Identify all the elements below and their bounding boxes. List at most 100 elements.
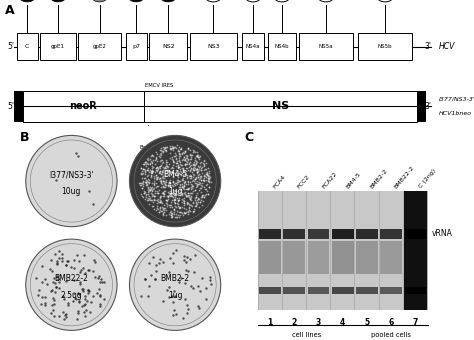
Point	[150, 181, 157, 186]
Point	[198, 192, 206, 198]
Point	[157, 199, 165, 204]
Point	[182, 165, 190, 171]
Point	[196, 160, 203, 165]
Bar	[380, 287, 402, 294]
Point	[176, 192, 184, 198]
Point	[169, 148, 176, 153]
Point	[169, 192, 176, 197]
Point	[154, 165, 162, 170]
Point	[178, 184, 185, 190]
Point	[178, 210, 186, 216]
Point	[160, 181, 168, 186]
Text: 3': 3'	[424, 42, 431, 51]
Point	[145, 187, 152, 192]
Point	[165, 212, 173, 217]
Point	[149, 160, 156, 166]
Point	[172, 168, 180, 173]
Point	[197, 190, 204, 195]
Point	[96, 279, 104, 285]
Point	[167, 209, 175, 214]
Bar	[405, 287, 426, 294]
Point	[186, 152, 193, 158]
Point	[188, 182, 196, 188]
Point	[195, 205, 203, 210]
Point	[143, 181, 150, 187]
Point	[203, 188, 210, 193]
Point	[182, 155, 190, 160]
Point	[137, 191, 145, 197]
Point	[143, 163, 150, 169]
Point	[79, 265, 87, 270]
Point	[190, 200, 197, 206]
Point	[146, 201, 153, 207]
Point	[156, 196, 164, 201]
Text: 3': 3'	[424, 102, 431, 111]
Point	[178, 197, 186, 202]
Point	[185, 164, 193, 170]
Bar	[356, 287, 378, 294]
Point	[180, 186, 187, 191]
Point	[181, 200, 188, 206]
Point	[176, 182, 183, 187]
Point	[182, 156, 189, 162]
Point	[141, 180, 148, 185]
Point	[155, 153, 163, 158]
Point	[154, 184, 162, 189]
Point	[202, 160, 210, 166]
Point	[163, 148, 170, 154]
Point	[150, 173, 158, 178]
Point	[177, 162, 184, 168]
Point	[156, 199, 164, 205]
Point	[144, 293, 151, 299]
Point	[187, 193, 195, 199]
Point	[146, 177, 153, 183]
Point	[169, 187, 176, 192]
Point	[202, 174, 210, 180]
Point	[70, 277, 78, 283]
Point	[139, 166, 146, 171]
Point	[180, 180, 188, 185]
Point	[146, 197, 153, 202]
Point	[157, 151, 165, 156]
Point	[151, 183, 158, 188]
Point	[153, 165, 161, 170]
Point	[49, 279, 56, 285]
Point	[41, 294, 49, 300]
Point	[176, 161, 183, 167]
Point	[162, 200, 170, 205]
Point	[164, 189, 172, 195]
Point	[182, 191, 189, 196]
Point	[182, 159, 190, 164]
Point	[153, 149, 160, 154]
Point	[173, 195, 181, 201]
Point	[159, 148, 167, 153]
Point	[172, 193, 180, 198]
Point	[176, 209, 183, 215]
Point	[167, 193, 174, 199]
Point	[179, 165, 187, 171]
Point	[202, 285, 210, 291]
Point	[47, 310, 55, 316]
Point	[191, 200, 199, 205]
Point	[167, 169, 174, 174]
Point	[176, 183, 184, 188]
Point	[153, 166, 160, 171]
Point	[169, 179, 177, 184]
Point	[177, 145, 184, 151]
Point	[82, 271, 89, 276]
Point	[170, 194, 177, 200]
Point	[60, 296, 67, 302]
Point	[144, 168, 152, 173]
Point	[157, 175, 164, 181]
Point	[197, 177, 205, 183]
Point	[195, 167, 203, 172]
Point	[178, 147, 185, 152]
Point	[171, 199, 178, 205]
Point	[144, 176, 152, 182]
Ellipse shape	[20, 0, 35, 2]
Point	[151, 206, 158, 212]
Point	[176, 212, 183, 218]
Point	[189, 166, 197, 171]
Point	[176, 204, 183, 209]
Point	[161, 188, 169, 193]
